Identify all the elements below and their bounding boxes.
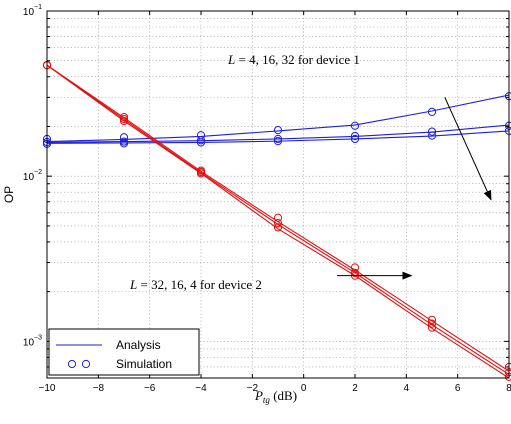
- simulation-point: [119, 133, 129, 142]
- simulation-point: [119, 139, 129, 148]
- x-tick-label: 8: [506, 383, 511, 394]
- axis-ticks: −10 −8 −6 −4 −2 0 2 4 6 8 10−1 10−2 10−3: [23, 4, 511, 394]
- x-tick-label: 2: [352, 383, 358, 394]
- simulation-point: [273, 218, 283, 228]
- annotation-arrow-device-1: [444, 97, 492, 201]
- simulation-point: [350, 263, 360, 272]
- simulation-point: [350, 134, 360, 144]
- series-line: [46, 130, 510, 144]
- x-tick-label: −8: [93, 383, 105, 394]
- series-line: [46, 94, 510, 143]
- simulation-point: [119, 114, 129, 124]
- x-tick-label: 4: [404, 383, 410, 394]
- simulation-point: [350, 121, 360, 130]
- grid-lines: [47, 11, 509, 379]
- simulation-point: [350, 131, 360, 141]
- legend-label-simulation: Simulation: [116, 357, 172, 371]
- annotation-device-1: L = 4, 16, 32 for device 1: [227, 52, 360, 67]
- simulation-point: [196, 138, 206, 147]
- annotations: L = 4, 16, 32 for device 1 L = 32, 16, 4 …: [129, 52, 492, 292]
- series-line: [46, 64, 510, 372]
- simulation-point: [119, 116, 129, 126]
- simulation-point: [350, 268, 360, 277]
- simulation-point: [427, 315, 437, 324]
- y-tick-label: 10−1: [23, 4, 42, 18]
- x-tick-label: 0: [301, 383, 307, 394]
- simulation-point: [273, 126, 283, 135]
- simulation-point: [427, 323, 437, 332]
- x-tick-label: 6: [455, 383, 461, 394]
- series-line: [46, 64, 510, 375]
- simulation-point: [196, 169, 206, 178]
- x-tick-label: −6: [144, 383, 156, 394]
- simulation-point: [427, 107, 437, 116]
- simulation-point: [427, 131, 437, 140]
- x-axis-label: Ptg (dB): [254, 388, 297, 405]
- legend-circle-swatch: [81, 359, 91, 369]
- y-tick-label: 10−3: [23, 334, 42, 348]
- simulation-point: [273, 223, 283, 232]
- legend: Analysis Simulation: [48, 328, 200, 376]
- simulation-point: [504, 92, 511, 101]
- x-tick-label: −4: [195, 383, 207, 394]
- simulation-point: [427, 127, 437, 136]
- plot-frame: [46, 10, 510, 379]
- legend-circle-swatch: [67, 359, 77, 369]
- simulation-point: [273, 134, 283, 144]
- x-tick-label: −2: [247, 383, 259, 394]
- simulation-point: [427, 319, 437, 328]
- simulation-point: [273, 137, 283, 146]
- y-tick-label: 10−2: [23, 169, 42, 183]
- simulation-point: [273, 213, 283, 222]
- y-axis-label: OP: [2, 186, 16, 203]
- annotation-device-2: L = 32, 16, 4 for device 2: [129, 277, 262, 292]
- legend-label-analysis: Analysis: [116, 338, 161, 352]
- x-tick-label: −10: [39, 383, 56, 394]
- simulation-point: [196, 136, 206, 145]
